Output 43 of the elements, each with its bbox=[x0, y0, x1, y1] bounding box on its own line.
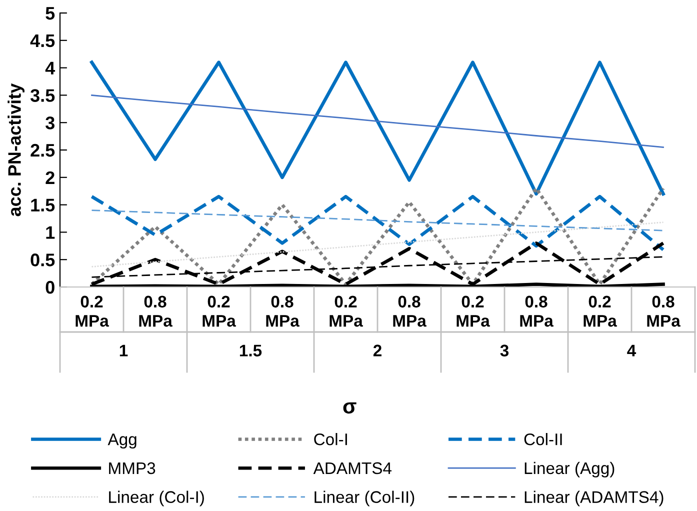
y-tick-label: 0.5 bbox=[30, 254, 55, 266]
y-tick-label: 4.5 bbox=[30, 34, 55, 48]
x-tick-label: 0.2 MPa bbox=[456, 296, 490, 327]
text: 1 bbox=[120, 344, 128, 356]
x-tick-label: 0.8 MPa bbox=[647, 296, 680, 327]
y-tick-label: 3.5 bbox=[30, 89, 55, 102]
y-tick-label: 1.5 bbox=[31, 198, 55, 212]
x-tick-label: 0.2 MPa bbox=[584, 296, 617, 327]
legend-label: Col-II bbox=[524, 433, 562, 446]
x-axis-title: σ bbox=[343, 402, 356, 414]
y-tick-label: 1 bbox=[46, 226, 55, 239]
y-tick-label: 5 bbox=[46, 7, 55, 20]
text: 3 bbox=[500, 344, 509, 356]
legend-label: Linear (ADAMTS4) bbox=[524, 490, 664, 506]
line-series bbox=[90, 194, 665, 252]
legend-label: Col-I bbox=[314, 433, 347, 446]
legend-label: Agg bbox=[108, 434, 136, 449]
x-tick-label: 0.2 MPa bbox=[76, 296, 109, 327]
text: 4 bbox=[627, 344, 636, 356]
y-tick-label: 4 bbox=[45, 62, 56, 74]
y-tick-label: 2 bbox=[46, 171, 54, 184]
legend-label: ADAMTS4 bbox=[313, 462, 392, 474]
legend-label: MMP3 bbox=[109, 462, 156, 474]
y-tick-label: 2.5 bbox=[30, 144, 55, 157]
x-tick-label: 0.8 MPa bbox=[139, 296, 172, 327]
x-tick-label: 0.2 MPa bbox=[330, 296, 363, 327]
text: 2 bbox=[373, 344, 382, 356]
line-series bbox=[91, 222, 664, 268]
y-axis-title: acc. PN-activity bbox=[8, 83, 24, 216]
y-tick-label: 3 bbox=[46, 116, 54, 130]
line-series bbox=[90, 186, 665, 286]
y-tick-label: 0 bbox=[46, 280, 54, 294]
line-series bbox=[90, 60, 665, 196]
line-series bbox=[91, 210, 664, 232]
line-series bbox=[91, 94, 664, 148]
x-tick-label: 0.8 MPa bbox=[520, 296, 554, 327]
text: 1.5 bbox=[240, 344, 262, 356]
legend-label: Linear (Agg) bbox=[524, 462, 614, 478]
x-tick-label: 0.2 MPa bbox=[202, 296, 236, 327]
x-tick-label: 0.8 MPa bbox=[393, 296, 426, 327]
legend-label: Linear (Col-I) bbox=[109, 490, 204, 506]
legend-label: Linear (Col-II) bbox=[314, 490, 414, 506]
x-tick-label: 0.8 MPa bbox=[266, 296, 300, 327]
